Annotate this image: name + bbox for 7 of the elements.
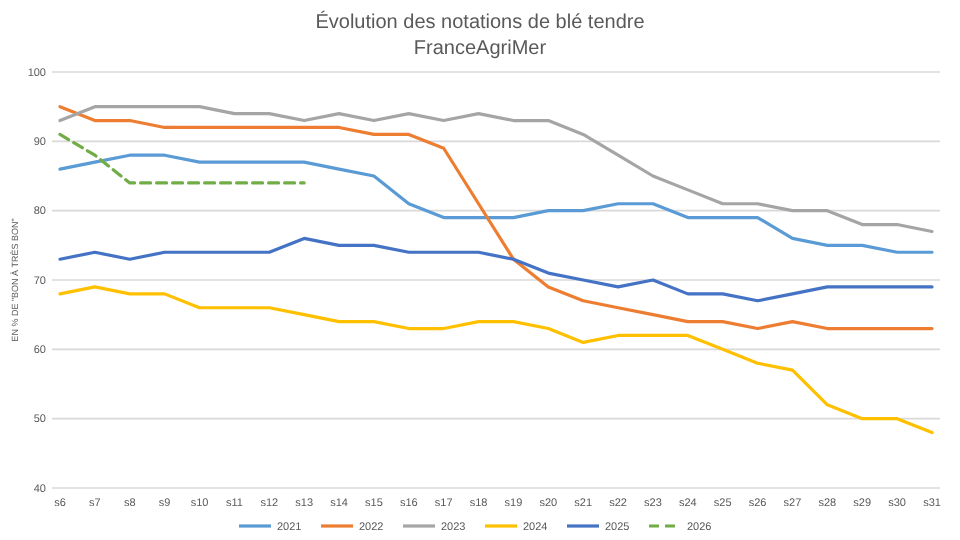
line-series xyxy=(58,105,934,234)
line-series xyxy=(58,285,934,435)
chart-title: Évolution des notations de blé tendre xyxy=(315,10,646,34)
chart-subtitle: FranceAgriMer xyxy=(413,38,548,60)
line-series xyxy=(58,153,934,254)
line-series xyxy=(58,105,934,331)
line-series xyxy=(58,236,934,303)
